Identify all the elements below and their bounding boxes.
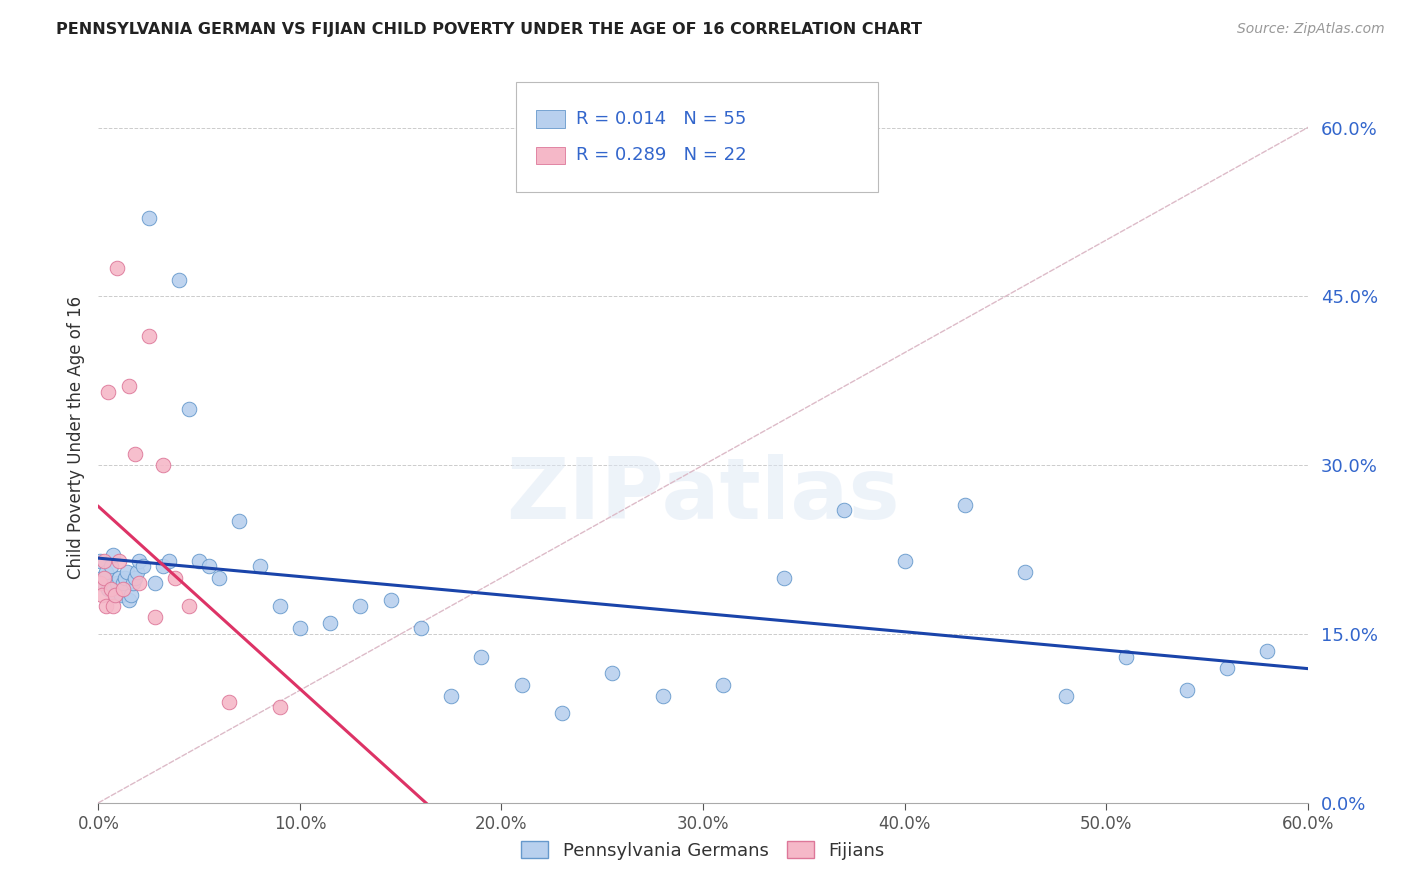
Text: R = 0.014   N = 55: R = 0.014 N = 55 [576, 110, 747, 128]
Point [111, 582, 134, 596]
Point [218, 694, 240, 708]
Point [101, 548, 124, 562]
Point [120, 588, 142, 602]
Point [551, 706, 574, 720]
Point [118, 593, 141, 607]
Point [105, 261, 128, 276]
Point [91, 588, 114, 602]
Point [152, 559, 174, 574]
Point [107, 571, 129, 585]
Point [138, 211, 160, 225]
Point [101, 599, 124, 613]
Point [128, 554, 150, 568]
Point [105, 576, 128, 591]
Point [1014, 565, 1036, 579]
Point [249, 559, 271, 574]
Point [143, 610, 166, 624]
Point [89, 554, 111, 568]
Point [651, 689, 673, 703]
Point [111, 576, 134, 591]
Point [132, 559, 155, 574]
Point [97, 582, 120, 596]
Point [96, 599, 118, 613]
Point [188, 554, 211, 568]
Point [100, 582, 122, 596]
Point [128, 576, 150, 591]
Legend: Pennsylvania Germans, Fijians: Pennsylvania Germans, Fijians [515, 834, 891, 867]
Point [1175, 683, 1198, 698]
Point [953, 498, 976, 512]
Point [288, 621, 311, 635]
Point [893, 554, 915, 568]
Point [114, 571, 136, 585]
Point [93, 576, 115, 591]
Point [97, 385, 120, 400]
Point [103, 588, 125, 602]
Point [91, 571, 114, 585]
Text: PENNSYLVANIA GERMAN VS FIJIAN CHILD POVERTY UNDER THE AGE OF 16 CORRELATION CHAR: PENNSYLVANIA GERMAN VS FIJIAN CHILD POVE… [56, 22, 922, 37]
Point [167, 272, 190, 286]
Point [125, 565, 148, 579]
Point [124, 447, 146, 461]
Point [89, 576, 111, 591]
Point [118, 379, 141, 393]
Point [510, 678, 533, 692]
Point [208, 571, 231, 585]
Point [470, 649, 492, 664]
FancyBboxPatch shape [536, 110, 565, 128]
Text: Source: ZipAtlas.com: Source: ZipAtlas.com [1237, 22, 1385, 37]
Point [93, 571, 115, 585]
Point [93, 554, 115, 568]
Point [152, 458, 174, 473]
Point [110, 588, 132, 602]
Point [103, 588, 125, 602]
Point [440, 689, 463, 703]
Point [380, 593, 402, 607]
Y-axis label: Child Poverty Under the Age of 16: Child Poverty Under the Age of 16 [66, 295, 84, 579]
Point [124, 571, 146, 585]
Point [1054, 689, 1077, 703]
Point [143, 576, 166, 591]
Point [832, 503, 855, 517]
Point [602, 666, 624, 681]
Point [115, 565, 138, 579]
Point [179, 599, 201, 613]
Point [269, 700, 291, 714]
Text: ZIPatlas: ZIPatlas [506, 454, 900, 537]
Point [1115, 649, 1137, 664]
Point [1256, 644, 1278, 658]
Point [96, 565, 118, 579]
Point [179, 401, 201, 416]
Point [349, 599, 371, 613]
Point [107, 554, 129, 568]
Point [198, 559, 221, 574]
Point [269, 599, 291, 613]
Point [138, 328, 160, 343]
Point [319, 615, 342, 630]
Point [157, 554, 180, 568]
Point [228, 515, 250, 529]
Point [772, 571, 794, 585]
Text: R = 0.289   N = 22: R = 0.289 N = 22 [576, 146, 747, 164]
FancyBboxPatch shape [516, 82, 879, 192]
Point [1216, 661, 1239, 675]
Point [100, 559, 122, 574]
Point [409, 621, 432, 635]
Point [121, 576, 143, 591]
FancyBboxPatch shape [536, 146, 565, 164]
Point [163, 571, 186, 585]
Point [711, 678, 734, 692]
